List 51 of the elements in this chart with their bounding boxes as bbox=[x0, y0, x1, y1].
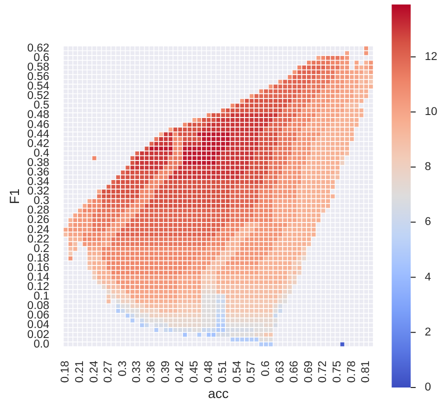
y-tick-label: 0.22 bbox=[27, 233, 50, 246]
x-tick-label: 0.39 bbox=[160, 360, 172, 383]
y-tick-label: 0.02 bbox=[27, 328, 50, 341]
x-tick-label: 0.78 bbox=[346, 360, 358, 383]
y-tick-label: 0.62 bbox=[27, 42, 50, 54]
x-tick-label: 0.27 bbox=[102, 360, 115, 383]
color-bar-label: 8 bbox=[424, 161, 431, 174]
x-tick-label: 0.18 bbox=[60, 360, 72, 383]
y-tick-label: 0.6 bbox=[34, 52, 50, 64]
x-tick-label: 0.48 bbox=[202, 360, 215, 383]
x-tick-label: 0.24 bbox=[88, 360, 100, 383]
x-tick-label: 0.72 bbox=[317, 360, 330, 383]
y-tick-label: 0.14 bbox=[27, 271, 50, 284]
x-tick-label: 0.36 bbox=[146, 360, 158, 383]
color-bar-label: 12 bbox=[424, 50, 438, 63]
y-tick-label: 0.04 bbox=[27, 319, 50, 332]
x-tick-label: 0.3 bbox=[116, 360, 129, 376]
color-bar-label: 0 bbox=[424, 382, 431, 394]
y-axis-title: F1 bbox=[6, 188, 22, 204]
y-tick-label: 0.18 bbox=[27, 252, 50, 264]
y-tick-label: 0.42 bbox=[27, 138, 50, 150]
x-tick-label: 0.42 bbox=[174, 360, 186, 383]
x-tick-label: 0.33 bbox=[131, 360, 144, 383]
y-tick-label: 0.48 bbox=[27, 109, 50, 122]
y-tick-label: 0.26 bbox=[27, 214, 50, 226]
y-tick-label: 0.44 bbox=[27, 128, 50, 140]
x-tick-label: 0.75 bbox=[332, 360, 344, 383]
x-tick-label: 0.6 bbox=[260, 360, 272, 376]
y-tick-label: 0.16 bbox=[27, 262, 50, 274]
x-tick-label: 0.45 bbox=[188, 360, 200, 383]
color-bar-label: 10 bbox=[424, 106, 438, 118]
y-tick-label: 0.4 bbox=[34, 147, 50, 160]
x-tick-label: 0.66 bbox=[288, 360, 301, 383]
color-bar-label: 2 bbox=[424, 326, 431, 338]
y-tick-label: 0.0 bbox=[34, 338, 50, 350]
y-tick-label: 0.24 bbox=[27, 224, 50, 236]
y-tick-label: 0.38 bbox=[27, 156, 50, 169]
x-tick-label: 0.81 bbox=[360, 360, 372, 383]
x-tick-label: 0.63 bbox=[274, 360, 286, 383]
x-tick-label: 0.51 bbox=[217, 360, 230, 383]
x-tick-label: 0.69 bbox=[302, 360, 315, 383]
y-tick-label: 0.58 bbox=[27, 61, 50, 74]
y-tick-label: 0.36 bbox=[27, 166, 50, 178]
x-tick-label: 0.54 bbox=[231, 360, 244, 383]
x-tick-label: 0.57 bbox=[246, 360, 258, 383]
x-tick-label: 0.21 bbox=[74, 360, 86, 383]
y-tick-label: 0.2 bbox=[34, 242, 50, 255]
x-axis-title: acc bbox=[208, 386, 229, 401]
color-bar-label: 6 bbox=[424, 216, 431, 228]
color-bar-label: 4 bbox=[424, 271, 431, 284]
y-tick-label: 0.46 bbox=[27, 118, 50, 131]
